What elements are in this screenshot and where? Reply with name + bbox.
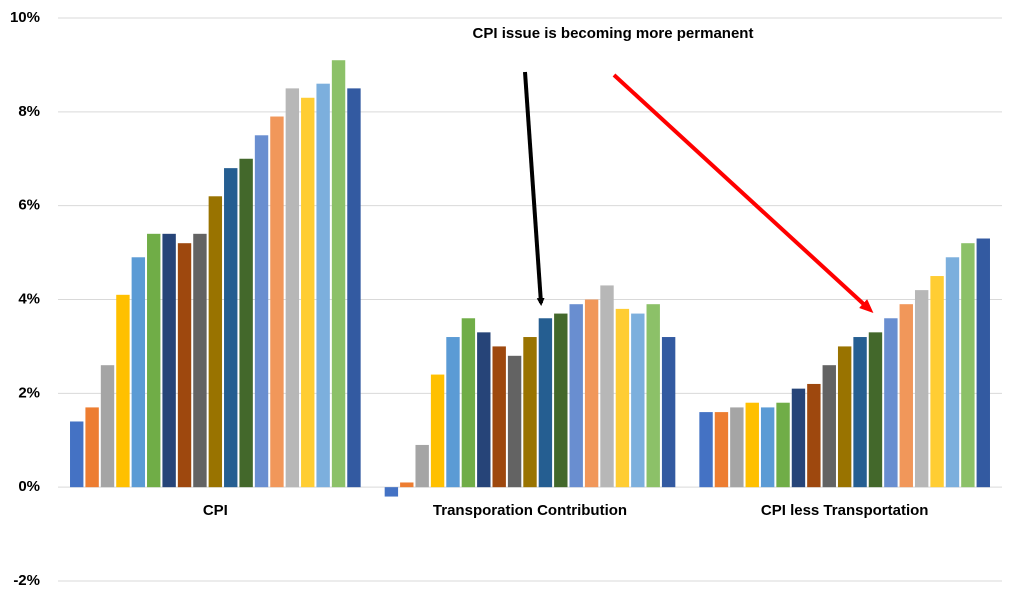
y-tick-label: 2% [18,384,40,401]
bar [208,196,223,488]
bar [807,383,821,488]
bar [822,365,836,488]
bar [615,308,630,488]
x-tick-label: Transporation Contribution [433,502,627,519]
bar [523,337,537,488]
bar [884,318,898,488]
bar [162,233,176,488]
bar [285,88,300,488]
bar [837,346,852,488]
bar [85,407,99,488]
bar [631,313,645,488]
bar [868,332,883,488]
bar [714,412,729,488]
bar [177,243,192,488]
y-tick-label: 4% [18,290,40,307]
bar [699,412,713,488]
bar [945,257,960,488]
bar [446,337,460,488]
bar [347,88,361,488]
bar [584,299,599,488]
bar [646,304,660,488]
bar [554,313,568,488]
x-tick-label: CPI [203,502,228,519]
bar [730,407,744,488]
y-tick-label: 8% [18,103,40,120]
arrow [523,71,545,306]
bar [507,355,522,488]
bar [853,337,867,488]
y-tick-label: 0% [18,478,40,495]
bar [131,257,146,488]
bar [538,318,553,488]
bar [899,304,913,488]
bar [415,444,429,488]
bar [400,482,414,488]
bar [384,487,399,497]
arrow [612,73,874,314]
bar [776,402,790,488]
bar [961,243,975,488]
bar [270,116,284,488]
bar [224,168,238,488]
bar [600,285,614,488]
bar [254,135,269,488]
x-tick-label: CPI less Transportation [761,502,929,519]
bar [116,294,130,488]
bar [760,407,775,488]
bar [100,365,115,488]
y-tick-label: 10% [10,9,40,26]
bar [147,233,161,488]
bar [569,304,583,488]
bar [477,332,491,488]
bar [745,402,759,488]
y-tick-label: -2% [13,572,40,589]
bar [301,97,315,488]
bar [461,318,476,488]
bar [331,60,346,488]
bar [316,83,330,488]
bar [239,158,253,488]
bar [976,238,990,488]
bar [70,421,84,488]
bar [193,233,207,488]
bar [430,374,445,488]
annotation: CPI issue is becoming more permanent [473,25,754,42]
bar [791,388,806,488]
bar [661,337,676,488]
bar [914,290,929,488]
bar [930,276,944,488]
bar [492,346,506,488]
y-tick-label: 6% [18,197,40,214]
